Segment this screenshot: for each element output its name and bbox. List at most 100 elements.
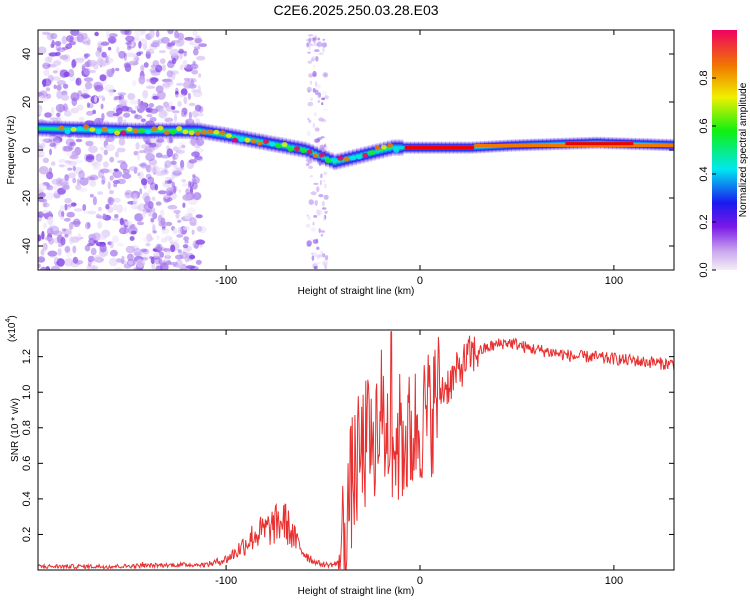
noise-blob	[61, 46, 69, 51]
noise-blob	[112, 235, 119, 244]
svg-text:(x104): (x104)	[5, 315, 18, 342]
noise-blob	[158, 258, 163, 265]
noise-blob	[114, 214, 119, 219]
snr-axes: -100 0 100 0.2 0.4 0.6 0.8 1.0 1.2	[21, 330, 674, 587]
noise-blob	[194, 104, 202, 112]
figure-title: C2E6.2025.250.03.28.E03	[273, 2, 438, 18]
noise-blob	[61, 94, 70, 101]
noise-blob	[196, 55, 206, 61]
noise-blob	[145, 201, 150, 206]
noise-blob	[194, 35, 202, 44]
ridge-hotspot	[300, 148, 307, 154]
noise-blob	[49, 225, 53, 233]
ridge-hotspot	[207, 129, 214, 135]
noise-blob	[180, 159, 185, 169]
noise-blob	[145, 164, 152, 173]
noise-blob	[118, 137, 126, 146]
noise-blob	[191, 192, 202, 201]
noise-blob	[109, 175, 114, 181]
noise-blob	[319, 179, 322, 186]
noise-blob	[198, 226, 207, 234]
noise-blob	[95, 50, 101, 57]
noise-blob	[113, 96, 118, 101]
noise-blob	[177, 226, 182, 234]
noise-blob	[93, 61, 99, 70]
noise-blob	[124, 30, 132, 36]
noise-blob	[56, 177, 63, 187]
noise-blob	[321, 207, 327, 210]
noise-blob	[69, 221, 74, 230]
ridge-hotspot	[83, 124, 90, 130]
noise-blob	[318, 117, 324, 122]
heatmap-x-tick-label: 0	[417, 275, 423, 287]
noise-blob	[44, 236, 53, 241]
noise-blob	[84, 53, 89, 59]
noise-blob	[99, 146, 105, 152]
noise-blob	[192, 174, 196, 178]
ridge-column	[390, 139, 396, 156]
ridge-hotspot	[287, 147, 294, 152]
noise-blob	[181, 183, 189, 187]
ridge-column	[80, 121, 86, 138]
noise-blob	[182, 244, 189, 249]
noise-blob	[38, 256, 46, 263]
noise-blob	[117, 92, 127, 96]
noise-blob	[105, 55, 109, 64]
noise-blob	[127, 92, 133, 100]
noise-blob	[147, 176, 155, 185]
noise-blob	[177, 100, 182, 107]
noise-blob	[62, 103, 68, 112]
noise-blob	[164, 176, 175, 180]
noise-blob	[65, 43, 73, 49]
noise-blob	[167, 30, 174, 35]
heatmap-y-axis-title: Frequency (Hz)	[6, 116, 17, 185]
ridge-column	[383, 141, 388, 158]
noise-blob	[194, 38, 203, 44]
ridge-column	[173, 122, 179, 140]
noise-blob	[118, 99, 128, 105]
noise-blob	[310, 227, 317, 232]
noise-blob	[151, 262, 156, 270]
noise-blob	[323, 171, 328, 176]
noise-blob	[83, 67, 92, 76]
noise-blob	[318, 254, 323, 258]
noise-blob	[321, 200, 325, 207]
noise-blob	[117, 160, 126, 164]
noise-blob	[321, 102, 324, 106]
noise-blob	[150, 207, 156, 213]
ridge-column	[480, 140, 485, 154]
ridge-hotspot	[120, 130, 127, 136]
noise-blob	[152, 40, 160, 44]
noise-blob	[125, 35, 135, 42]
ridge-column	[193, 122, 198, 140]
noise-blob	[146, 85, 156, 89]
noise-blob	[114, 151, 120, 158]
noise-blob	[65, 152, 74, 156]
noise-blob	[191, 229, 195, 235]
noise-blob	[64, 246, 71, 253]
noise-blob	[94, 95, 98, 103]
noise-blob	[43, 222, 47, 229]
noise-blob	[135, 142, 140, 150]
noise-blob	[161, 227, 170, 235]
noise-blob	[167, 42, 173, 47]
noise-blob	[98, 42, 102, 51]
noise-blob	[75, 138, 83, 143]
noise-blob	[74, 32, 84, 36]
noise-blob	[90, 247, 97, 256]
noise-blob	[170, 70, 179, 75]
noise-blob	[122, 168, 130, 175]
ridge-column	[45, 120, 51, 137]
noise-blob	[58, 164, 65, 168]
noise-blob	[322, 90, 328, 96]
noise-blob	[48, 143, 54, 147]
noise-blob	[310, 97, 313, 102]
noise-blob	[145, 173, 152, 179]
noise-blob	[176, 82, 184, 86]
noise-blob	[129, 167, 140, 172]
ridge-hotspot	[362, 152, 369, 158]
noise-blob	[188, 102, 196, 107]
noise-blob	[152, 230, 157, 234]
noise-blob	[189, 254, 196, 260]
noise-blob	[132, 79, 137, 87]
